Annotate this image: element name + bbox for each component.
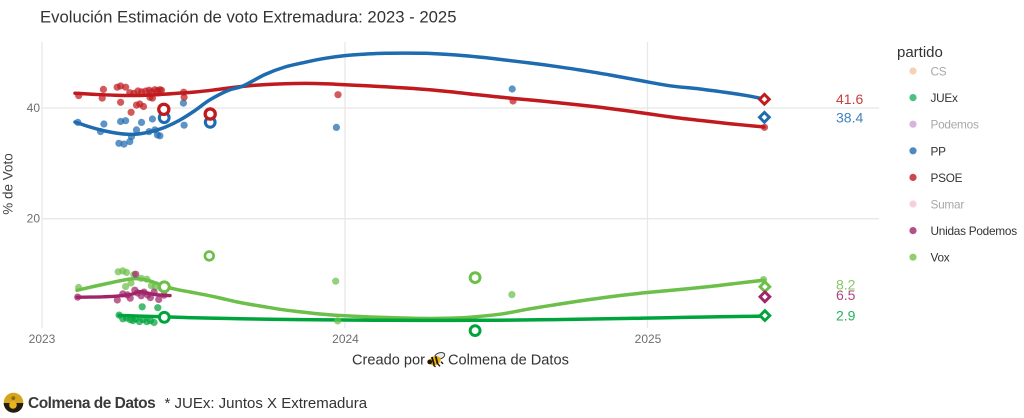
svg-text:41.6: 41.6: [836, 91, 863, 107]
svg-text:* JUEx: Juntos X Extremadura: * JUEx: Juntos X Extremadura: [165, 395, 368, 412]
svg-text:Sumar: Sumar: [931, 198, 965, 212]
svg-text:partido: partido: [897, 44, 943, 61]
svg-text:CS: CS: [931, 65, 947, 79]
svg-text:38.4: 38.4: [836, 109, 863, 125]
svg-text:40: 40: [27, 101, 41, 115]
svg-text:Colmena de Datos: Colmena de Datos: [28, 395, 155, 412]
svg-text:Podemos: Podemos: [931, 118, 979, 132]
svg-text:2024: 2024: [332, 332, 359, 346]
svg-text:PP: PP: [931, 144, 947, 158]
svg-text:2.9: 2.9: [836, 307, 856, 323]
svg-text:Creado por: Creado por: [352, 353, 425, 369]
svg-text:PSOE: PSOE: [931, 171, 963, 185]
svg-text:Vox: Vox: [931, 251, 950, 265]
svg-text:6.5: 6.5: [836, 287, 856, 303]
svg-text:% de Voto: % de Voto: [1, 153, 16, 215]
svg-text:8.2: 8.2: [836, 277, 856, 293]
svg-text:Evolución Estimación de voto E: Evolución Estimación de voto Extremadura…: [40, 8, 457, 27]
svg-text:Colmena de Datos: Colmena de Datos: [448, 353, 569, 369]
svg-text:Unidas Podemos: Unidas Podemos: [931, 224, 1018, 238]
svg-text:2025: 2025: [635, 332, 662, 346]
svg-text:JUEx: JUEx: [931, 91, 959, 105]
svg-text:20: 20: [27, 212, 41, 226]
svg-text:2023: 2023: [29, 332, 56, 346]
